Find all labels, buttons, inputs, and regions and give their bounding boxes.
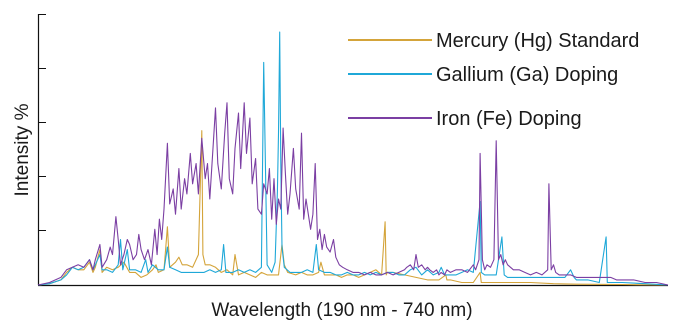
y-axis [37, 14, 46, 285]
series-line-2 [37, 102, 669, 286]
legend-item: Mercury (Hg) Standard [348, 30, 639, 52]
legend-label: Gallium (Ga) Doping [436, 64, 618, 86]
legend-item: Iron (Fe) Doping [348, 108, 582, 130]
series-line-1 [37, 31, 669, 286]
legend-item: Gallium (Ga) Doping [348, 64, 618, 86]
legend-label: Mercury (Hg) Standard [436, 30, 639, 52]
plot-area [37, 31, 669, 286]
legend: Mercury (Hg) Standard Gallium (Ga) Doping… [348, 30, 639, 130]
x-axis-title: Wavelength (190 nm - 740 nm) [211, 300, 472, 321]
y-axis-title: Intensity % [12, 103, 33, 196]
series-line-0 [37, 130, 669, 286]
legend-label: Iron (Fe) Doping [436, 108, 582, 130]
